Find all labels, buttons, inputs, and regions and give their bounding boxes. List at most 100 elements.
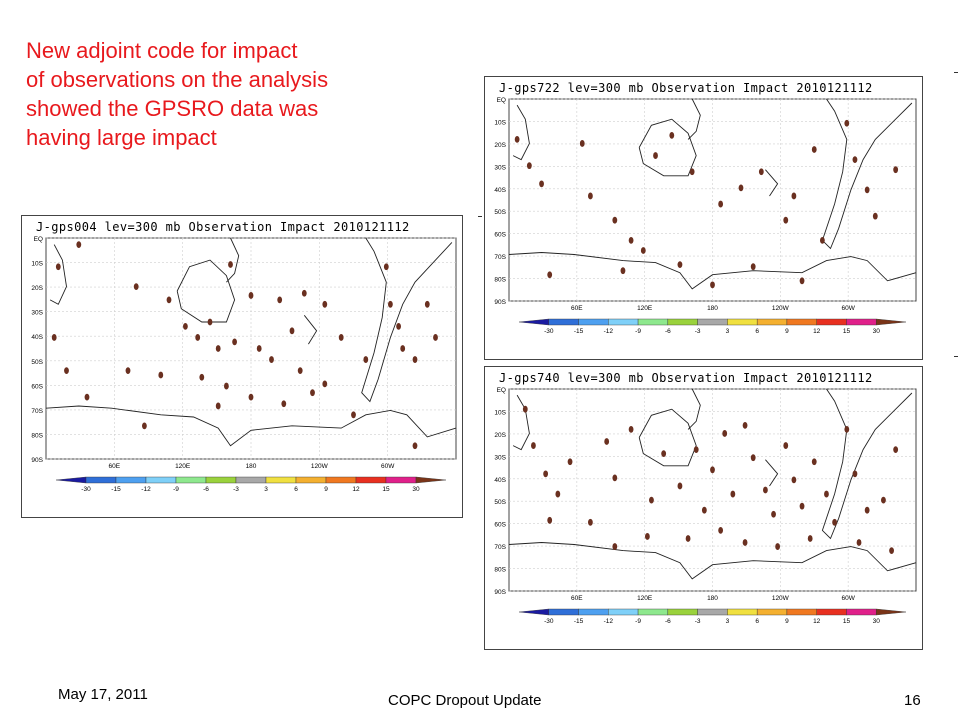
observation-dot — [248, 393, 254, 401]
edge-tick — [954, 72, 958, 73]
colorbar-segment — [697, 318, 728, 326]
observation-dot — [588, 192, 593, 200]
colorbar-segment — [415, 476, 447, 484]
coastline — [49, 244, 67, 305]
coastline — [176, 259, 236, 323]
colorbar-label: -30 — [544, 328, 554, 335]
coastline — [638, 118, 697, 177]
observation-dot — [649, 496, 654, 504]
colorbar-segment — [786, 608, 817, 616]
observation-dot — [612, 474, 618, 482]
lat-tick-label: 20S — [494, 142, 506, 149]
coastline — [508, 542, 917, 580]
observation-dot — [433, 334, 438, 341]
observation-dot — [693, 446, 699, 453]
observation-dot — [710, 466, 715, 474]
lon-tick-label: 60E — [571, 595, 583, 602]
lon-tick-label: 120W — [772, 305, 790, 312]
colorbar-label: -15 — [111, 486, 121, 493]
lat-tick-label: EQ — [34, 236, 43, 243]
colorbar-segment — [667, 318, 698, 326]
observation-dot — [791, 192, 797, 200]
lon-tick-label: 120W — [311, 463, 329, 470]
lat-tick-label: 60S — [494, 232, 506, 239]
colorbar-segment — [756, 608, 788, 616]
observation-dot — [289, 327, 295, 335]
colorbar-label: 15 — [843, 328, 851, 335]
observation-dot — [526, 162, 532, 170]
colorbar-segment — [876, 608, 907, 616]
colorbar-label: 12 — [352, 486, 360, 493]
colorbar-segment — [295, 476, 327, 484]
observation-dot — [232, 338, 238, 346]
lon-tick-label: 120W — [772, 595, 790, 602]
observation-dot — [388, 300, 393, 308]
observation-dot — [710, 281, 715, 289]
observation-dot — [844, 119, 850, 127]
colorbar-segment — [325, 476, 357, 484]
colorbar-label: -9 — [635, 618, 641, 625]
observation-dot — [685, 535, 691, 542]
footer-date: May 17, 2011 — [58, 686, 148, 703]
observation-dot — [579, 140, 585, 147]
observation-dot — [750, 263, 756, 271]
colorbar-segment — [55, 476, 87, 484]
observation-dot — [783, 216, 789, 224]
lon-tick-label: 60W — [841, 595, 855, 602]
observation-dot — [791, 476, 797, 484]
observation-dot — [742, 539, 748, 546]
colorbar-segment — [265, 476, 297, 484]
coastline — [226, 237, 240, 283]
observation-dot — [661, 450, 667, 458]
colorbar-segment — [786, 318, 817, 326]
observation-dot — [750, 454, 756, 462]
lat-tick-label: 70S — [31, 408, 43, 415]
observation-dot — [351, 411, 356, 419]
headline-line-2: of observations on the analysis — [26, 67, 329, 92]
observation-dot — [824, 490, 829, 498]
edge-tick — [478, 216, 482, 217]
observation-dot — [718, 527, 724, 534]
map-panel-gps722: J-gps722 lev=300 mb Observation Impact 2… — [484, 76, 923, 360]
colorbar-segment — [205, 476, 237, 484]
observation-dot — [215, 345, 221, 352]
observation-dot — [567, 458, 573, 466]
observation-dot — [396, 323, 401, 330]
observation-dot — [338, 334, 344, 341]
observation-dot — [215, 402, 221, 410]
colorbar-label: -9 — [635, 328, 641, 335]
page-number: 16 — [904, 692, 921, 709]
map-panel-gps004: J-gps004 lev=300 mb Observation Impact 2… — [21, 215, 463, 518]
coastline — [512, 104, 530, 161]
observation-dot — [412, 356, 418, 363]
colorbar-segment — [846, 318, 877, 326]
observation-dot — [539, 180, 544, 188]
observation-dot — [832, 518, 837, 526]
observation-dot — [852, 470, 858, 478]
observation-dot — [893, 446, 899, 453]
colorbar-segment — [145, 476, 177, 484]
observation-dot — [852, 156, 858, 163]
lat-tick-label: 40S — [31, 334, 43, 341]
coastline — [45, 405, 457, 447]
colorbar-segment — [608, 608, 639, 616]
lat-tick-label: 60S — [494, 522, 506, 529]
observation-dot — [400, 345, 406, 352]
colorbar-segment — [578, 608, 609, 616]
observation-dot — [195, 334, 201, 341]
lon-tick-label: 120E — [637, 595, 653, 602]
colorbar-segment — [637, 608, 669, 616]
observation-dot — [893, 166, 899, 174]
observation-dot — [872, 212, 878, 220]
observation-impact-map: EQ 10S 20S 30S 40S 50S 60S 70S 80S 90S 60E 120E 180 1… — [494, 387, 917, 625]
panel-title: J-gps004 lev=300 mb Observation Impact 2… — [36, 220, 410, 234]
observation-dot — [669, 131, 675, 139]
lat-tick-label: 40S — [494, 477, 506, 484]
colorbar-label: -6 — [203, 486, 209, 493]
observation-dot — [224, 382, 229, 390]
colorbar-segment — [518, 608, 549, 616]
observation-dot — [64, 367, 69, 374]
lat-tick-label: 60S — [31, 383, 43, 390]
observation-dot — [640, 247, 646, 254]
observation-dot — [322, 300, 328, 308]
